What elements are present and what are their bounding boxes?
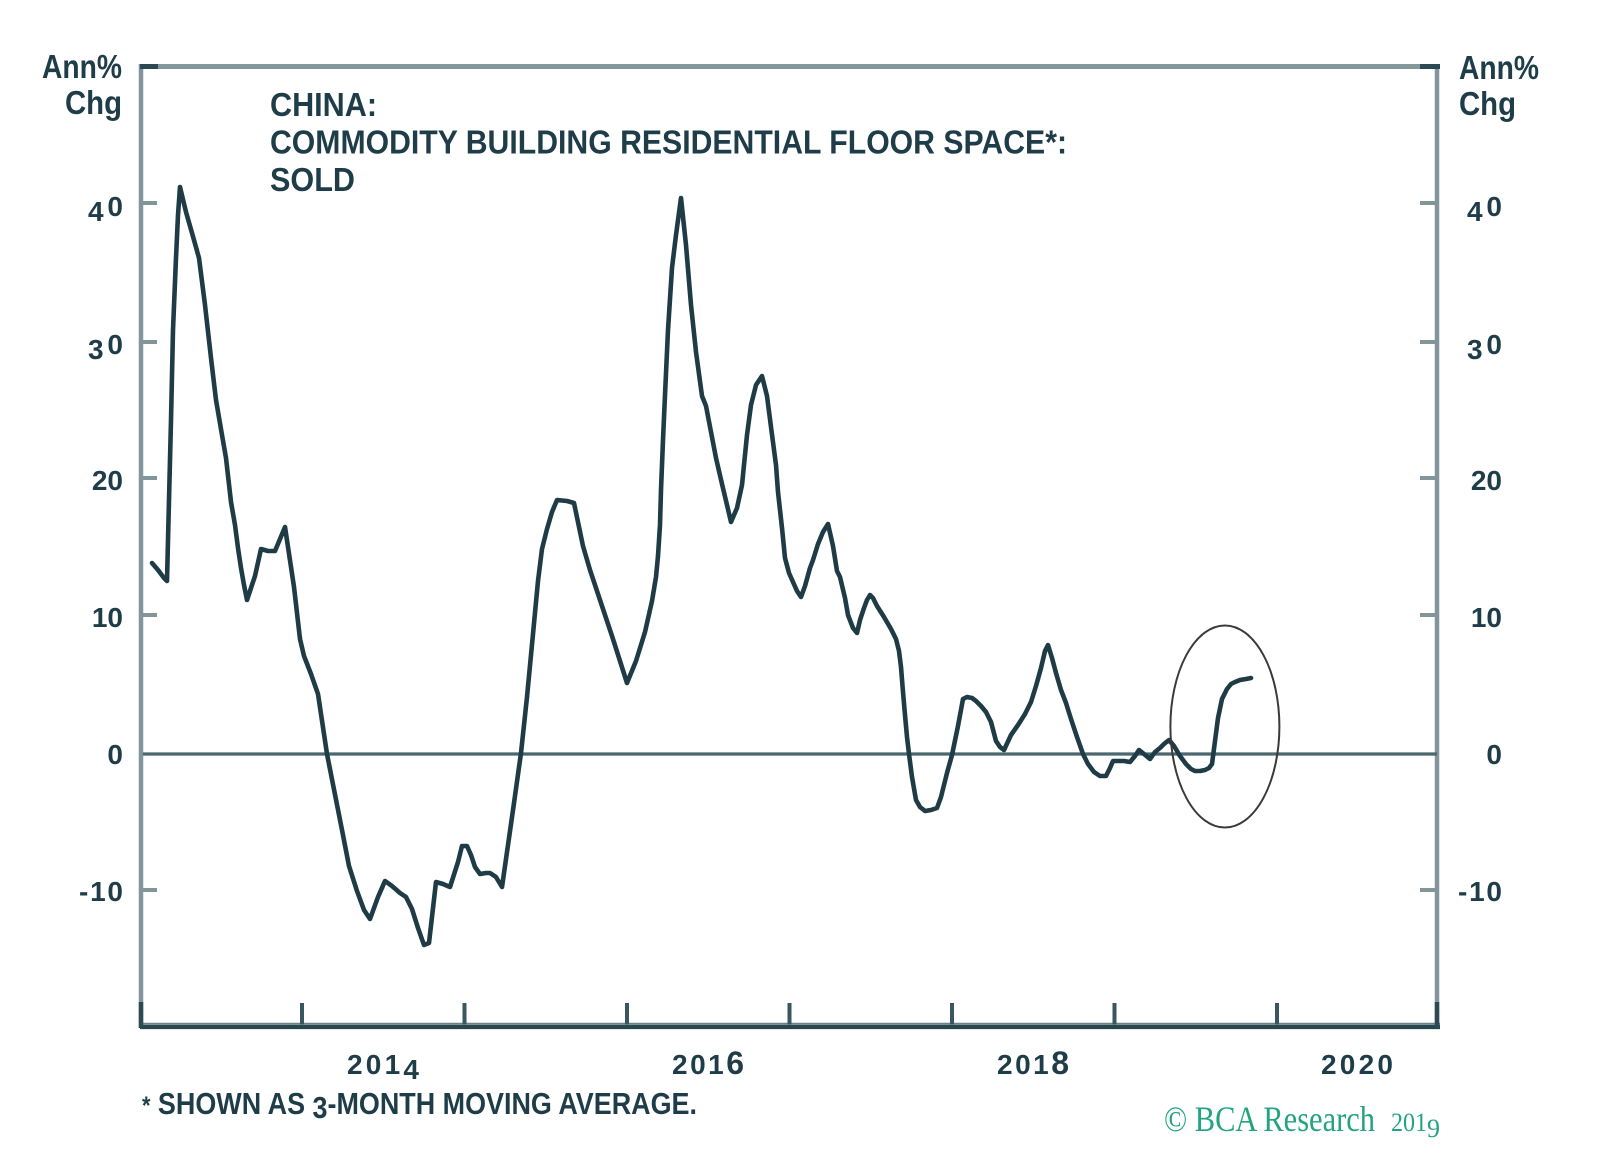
svg-text:-10: -10 (1458, 876, 1502, 907)
svg-text:CHINA:: CHINA: (270, 86, 377, 123)
svg-text:* SHOWN AS 3-MONTH MOVING AVER: * SHOWN AS 3-MONTH MOVING AVERAGE. (142, 1086, 697, 1125)
svg-text:Ann%: Ann% (1459, 49, 1539, 86)
svg-text:2020: 2020 (1321, 1049, 1393, 1080)
svg-text:COMMODITY BUILDING RESIDENTIAL: COMMODITY BUILDING RESIDENTIAL FLOOR SPA… (270, 124, 1067, 161)
svg-text:20: 20 (92, 465, 123, 496)
svg-text:Chg: Chg (65, 84, 122, 121)
svg-text:2016: 2016 (672, 1045, 744, 1081)
svg-text:201: 201 (1391, 1108, 1427, 1137)
svg-text:40: 40 (88, 191, 123, 227)
svg-text:0: 0 (1486, 739, 1502, 770)
svg-text:10: 10 (1471, 602, 1502, 633)
svg-text:2018: 2018 (997, 1045, 1069, 1081)
svg-text:10: 10 (92, 602, 123, 633)
svg-text:30: 30 (1467, 329, 1502, 365)
svg-text:Ann%: Ann% (42, 48, 122, 85)
svg-text:SOLD: SOLD (270, 161, 355, 198)
svg-text:9: 9 (1427, 1114, 1440, 1143)
svg-text:Chg: Chg (1459, 85, 1516, 122)
svg-text:40: 40 (1467, 191, 1502, 227)
svg-text:-10: -10 (79, 876, 123, 907)
svg-text:0: 0 (107, 739, 123, 770)
svg-text:© BCA Research: © BCA Research (1164, 1099, 1375, 1139)
svg-text:30: 30 (88, 329, 123, 365)
svg-text:20: 20 (1471, 465, 1502, 496)
